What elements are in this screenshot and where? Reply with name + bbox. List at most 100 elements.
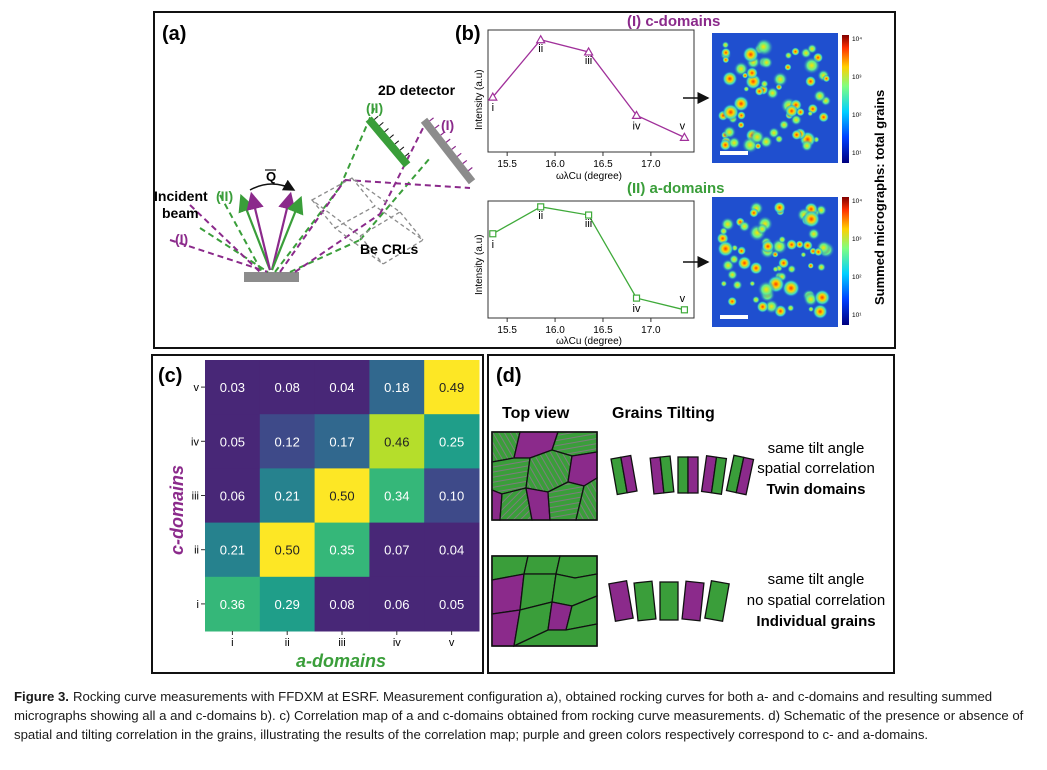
panel-c-frame bbox=[151, 354, 484, 674]
grain-spot bbox=[761, 239, 775, 253]
heatmap-cell bbox=[259, 576, 316, 632]
detector-grey bbox=[420, 117, 476, 185]
panel-c-letter: (c) bbox=[158, 365, 182, 387]
grain-spot bbox=[818, 111, 830, 123]
data-point bbox=[489, 230, 497, 238]
colorbar-c bbox=[842, 35, 849, 163]
title-a-domains: (II) a-domains bbox=[627, 180, 725, 197]
grain-spot bbox=[796, 107, 805, 117]
svg-text:10⁴: 10⁴ bbox=[852, 198, 862, 205]
grain-spot bbox=[737, 246, 746, 256]
scale-bar bbox=[720, 151, 748, 155]
heatmap-y-tick: v bbox=[194, 382, 200, 394]
micrograph-label: Summed micrographs: total grains bbox=[872, 90, 887, 305]
detector-label: 2D detector bbox=[378, 82, 456, 98]
incident-label-2: beam bbox=[162, 205, 199, 221]
figure-caption: Figure 3. Rocking curve measurements with… bbox=[14, 687, 1034, 744]
grain-spot bbox=[722, 56, 730, 64]
grain-spot bbox=[786, 304, 795, 312]
heatmap-value: 0.05 bbox=[220, 434, 245, 449]
svg-text:10⁴: 10⁴ bbox=[852, 36, 862, 43]
heatmap-cell bbox=[259, 468, 316, 524]
top-view-individual bbox=[491, 555, 598, 648]
data-label: ii bbox=[538, 210, 543, 222]
grain-spot bbox=[791, 129, 803, 141]
heatmap-cell bbox=[314, 522, 370, 578]
x-tick-label: 17.0 bbox=[641, 325, 661, 336]
caption-label: Figure 3. bbox=[14, 689, 69, 704]
grain-spot bbox=[749, 280, 756, 287]
tilting-grains-twin bbox=[610, 454, 755, 496]
grain-spot bbox=[727, 296, 738, 307]
data-point bbox=[487, 91, 498, 101]
grain-spot bbox=[751, 295, 761, 304]
heatmap-cell bbox=[205, 360, 261, 415]
data-point bbox=[585, 211, 593, 219]
heatmap-cell bbox=[205, 522, 261, 578]
heatmap-cell bbox=[314, 468, 370, 524]
title-c-domains: (I) c-domains bbox=[627, 13, 720, 30]
heatmap-value: 0.36 bbox=[220, 597, 245, 612]
grain-spot bbox=[737, 255, 752, 271]
grain-spot bbox=[720, 47, 731, 58]
grain-spot bbox=[777, 257, 790, 269]
figure-3: (a) Q Be CRLs bbox=[151, 11, 896, 674]
grain-spot bbox=[720, 280, 728, 288]
data-point bbox=[583, 46, 594, 56]
grain-spot bbox=[722, 71, 738, 87]
heatmap-value: 0.21 bbox=[220, 543, 245, 558]
data-point bbox=[679, 132, 690, 141]
heatmap-cell bbox=[424, 414, 480, 469]
tilting-grains-individual bbox=[608, 579, 730, 623]
grain-spot bbox=[742, 46, 759, 63]
heatmap-ylabel: c-domains bbox=[167, 465, 187, 555]
heatmap-value: 0.17 bbox=[329, 434, 354, 449]
caption-text: Rocking curve measurements with FFDXM at… bbox=[14, 689, 1024, 742]
heatmap-value: 0.06 bbox=[220, 489, 245, 504]
grain-spot bbox=[749, 261, 763, 275]
crl-label: Be CRLs bbox=[360, 241, 419, 257]
x-tick-label: 16.0 bbox=[545, 159, 565, 170]
micrograph-a-domains bbox=[712, 197, 838, 327]
grain-spot bbox=[717, 240, 734, 258]
grain-spot bbox=[772, 71, 788, 87]
x-tick-label: 16.0 bbox=[545, 325, 565, 336]
grain-spot bbox=[754, 86, 764, 96]
svg-text:10²: 10² bbox=[852, 274, 862, 281]
panel-a: (a) Q Be CRLs bbox=[154, 23, 476, 282]
row2-line3: Individual grains bbox=[756, 613, 875, 630]
grain-spot bbox=[736, 110, 746, 120]
panel-a-letter: (a) bbox=[162, 23, 186, 45]
grain-spot bbox=[800, 139, 813, 152]
row1-line1: same tilt angle bbox=[768, 440, 865, 457]
grain-spot bbox=[737, 121, 745, 129]
grain-spot bbox=[728, 254, 740, 265]
grain-spot bbox=[749, 208, 759, 218]
data-point bbox=[631, 110, 642, 120]
heatmap-value: 0.06 bbox=[384, 597, 409, 612]
plot-a-frame bbox=[487, 200, 695, 319]
plot-c-frame bbox=[487, 29, 695, 153]
label-I-incident: (I) bbox=[175, 231, 188, 247]
grain-spot bbox=[791, 47, 800, 56]
panel-d: (d) Top view Grains Tilting bbox=[491, 365, 885, 648]
x-tick-label: 15.5 bbox=[497, 325, 517, 336]
grain-spot bbox=[812, 304, 828, 320]
grain-spot bbox=[813, 89, 827, 103]
panel-b-letter: (b) bbox=[455, 23, 481, 45]
colorbar-c-ticks: 10⁴ 10³ 10² 10¹ bbox=[852, 36, 862, 157]
panel-d-frame bbox=[487, 354, 895, 674]
heatmap-cell bbox=[259, 414, 316, 469]
correlation-heatmap: 0.03 0.08 0.04 0.18 0.49 0.05 0.12 0.17 0.46 0.25… bbox=[191, 360, 480, 649]
data-label: v bbox=[680, 120, 686, 132]
grain-spot bbox=[802, 210, 821, 228]
plot-a-xlabel: ωλCu (degree) bbox=[556, 336, 622, 347]
colorbar-a bbox=[842, 197, 849, 325]
panel-b: (b) (I) c-domains (II) a-domains 15.5 16.… bbox=[455, 13, 887, 347]
heatmap-cell bbox=[205, 414, 261, 469]
top-view-twin bbox=[491, 431, 598, 521]
heatmap-x-tick: i bbox=[231, 637, 233, 649]
heatmap-value: 0.04 bbox=[329, 380, 354, 395]
heatmap-value: 0.25 bbox=[439, 434, 464, 449]
